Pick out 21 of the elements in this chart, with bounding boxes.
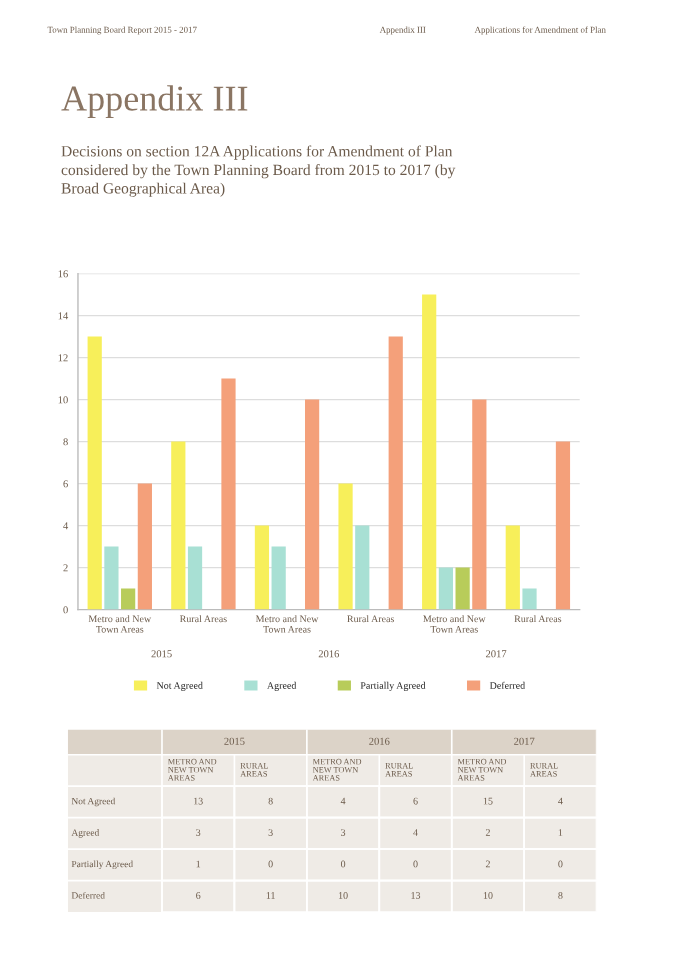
bar bbox=[472, 399, 487, 610]
bar bbox=[338, 483, 353, 610]
bar bbox=[455, 567, 470, 610]
bar bbox=[221, 378, 236, 610]
chart-title: Appendix III bbox=[61, 85, 248, 119]
bar bbox=[187, 546, 203, 610]
bar bbox=[522, 588, 537, 610]
bar bbox=[355, 525, 370, 610]
bar bbox=[438, 567, 454, 610]
bar bbox=[555, 441, 571, 610]
bar bbox=[305, 399, 320, 610]
bar bbox=[388, 336, 403, 610]
bar bbox=[121, 588, 136, 610]
bar bbox=[271, 546, 286, 610]
bar bbox=[87, 336, 102, 610]
bar bbox=[137, 483, 152, 610]
bar bbox=[254, 525, 270, 610]
bar bbox=[104, 546, 119, 610]
bar bbox=[422, 294, 437, 610]
bar bbox=[505, 525, 520, 610]
bar bbox=[171, 441, 186, 610]
